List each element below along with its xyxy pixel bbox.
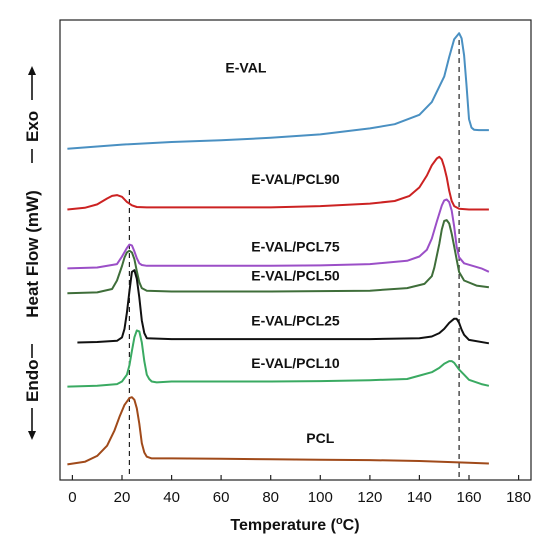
curve-label-pcl: PCL	[306, 430, 334, 446]
curve-label-e-val: E-VAL	[225, 59, 266, 75]
curve-label-e-val-pcl25: E-VAL/PCL25	[251, 313, 340, 329]
x-tick-label-60: 60	[213, 489, 230, 506]
x-tick-label-140: 140	[407, 489, 432, 506]
series-line-e-val-pcl25	[77, 269, 490, 345]
series-line-e-val-pcl50	[67, 219, 490, 295]
series-line-pcl	[67, 396, 489, 466]
curve-label-e-val-pcl50: E-VAL/PCL50	[251, 268, 340, 284]
curve-label-e-val-pcl90: E-VAL/PCL90	[251, 171, 340, 187]
series-line-e-val-pcl90	[67, 155, 489, 211]
x-axis-ticks: 0 20 40 60 80 100 120 140 160 180	[68, 475, 531, 506]
x-tick-label-40: 40	[163, 489, 180, 506]
endo-arrow-head	[28, 431, 36, 440]
curves	[67, 32, 490, 466]
x-axis-label: Temperature (oC)	[230, 515, 359, 534]
x-tick-label-0: 0	[68, 489, 76, 506]
series-line-e-val-pcl10	[67, 329, 490, 388]
y-axis-label-heat-flow: Heat Flow (mW)	[23, 190, 42, 318]
exo-arrow-head	[28, 66, 36, 75]
y-axis-label-exo: Exo	[23, 111, 42, 142]
series-line-e-val	[67, 32, 489, 150]
series-line-e-val-pcl75	[67, 198, 490, 273]
x-tick-label-100: 100	[308, 489, 333, 506]
curve-labels: E-VAL E-VAL/PCL90 E-VAL/PCL75 E-VAL/PCL50 E-…	[225, 59, 340, 446]
reference-lines	[128, 40, 460, 478]
curve-label-e-val-pcl75: E-VAL/PCL75	[251, 238, 340, 254]
x-tick-label-80: 80	[262, 489, 279, 506]
y-axis-label-endo: Endo	[23, 360, 42, 403]
x-tick-label-20: 20	[114, 489, 131, 506]
x-tick-label-120: 120	[357, 489, 382, 506]
plot-frame	[59, 19, 532, 481]
y-axis-label: Endo Heat Flow (mW) Exo	[23, 66, 42, 440]
x-tick-label-160: 160	[456, 489, 481, 506]
x-tick-label-180: 180	[506, 489, 531, 506]
curve-label-e-val-pcl10: E-VAL/PCL10	[251, 355, 340, 371]
